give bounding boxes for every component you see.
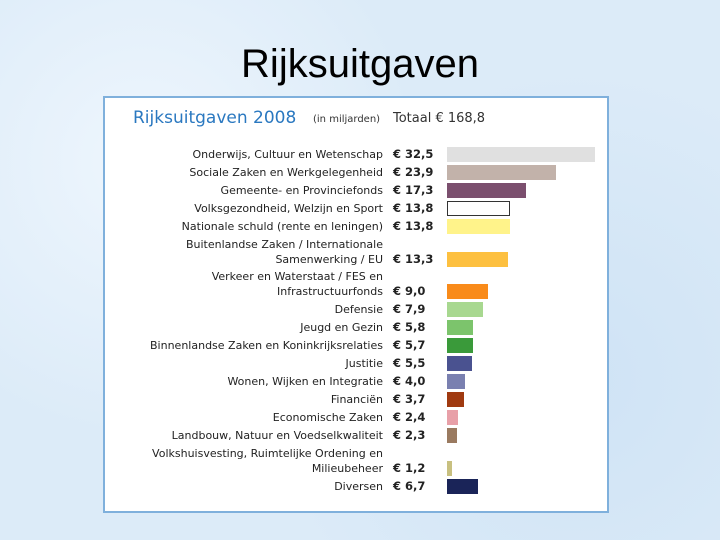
- bar: [447, 338, 473, 353]
- value-label: € 2,3: [393, 428, 426, 442]
- value-label: € 17,3: [393, 183, 434, 197]
- value-label: € 2,4: [393, 410, 426, 424]
- slide-title: Rijksuitgaven: [241, 42, 479, 86]
- value-label: € 13,8: [393, 201, 434, 215]
- bar: [447, 251, 508, 267]
- bar: [447, 478, 478, 494]
- category-label: Diversen: [334, 479, 383, 493]
- bar: [447, 320, 474, 335]
- category-label: Verkeer en Waterstaat / FES en Infrastru…: [211, 270, 383, 298]
- category-label: Nationale schuld (rente en leningen): [181, 220, 383, 233]
- value-label: € 7,9: [393, 302, 426, 316]
- category-label: Justitie: [345, 357, 383, 370]
- category-label: Sociale Zaken en Werkgelegenheid: [189, 166, 383, 179]
- bar: [447, 219, 510, 234]
- category-label: Economische Zaken: [272, 411, 383, 424]
- category-label: Jeugd en Gezin: [300, 321, 383, 334]
- bar: [447, 284, 488, 299]
- category-label: Financiën: [330, 393, 383, 406]
- category-label: Buitenlandse Zaken / Internationale Same…: [185, 237, 383, 266]
- bar: [447, 410, 458, 425]
- value-label: € 6,7: [393, 478, 426, 493]
- bar: [447, 356, 473, 371]
- category-label: Onderwijs, Cultuur en Wetenschap: [192, 148, 383, 161]
- bar: [447, 183, 526, 198]
- value-label: € 3,7: [393, 392, 426, 406]
- chart: Rijksuitgaven 2008 (in miljarden) Totaal…: [103, 96, 609, 513]
- bar: [447, 460, 453, 476]
- value-label: € 5,7: [393, 338, 426, 352]
- value-label: € 5,8: [393, 320, 426, 334]
- chart-subtitle: (in miljarden): [313, 114, 381, 125]
- value-label: € 4,0: [393, 374, 426, 388]
- value-label: € 9,0: [393, 284, 426, 298]
- bar: [447, 374, 466, 389]
- category-label: Volkshuisvesting, Ruimtelijke Ordening e…: [152, 446, 383, 475]
- bar: [447, 201, 510, 216]
- chart-title: Rijksuitgaven 2008: [133, 108, 297, 128]
- chart-total: Totaal € 168,8: [393, 111, 486, 126]
- value-label: € 13,8: [393, 219, 434, 233]
- category-label: Wonen, Wijken en Integratie: [227, 375, 383, 388]
- bar: [447, 165, 556, 180]
- value-label: € 13,3: [393, 251, 434, 266]
- category-label: Volksgezondheid, Welzijn en Sport: [194, 202, 383, 215]
- bar: [447, 302, 483, 317]
- category-label: Gemeente- en Provinciefonds: [220, 184, 383, 197]
- category-label: Binnenlandse Zaken en Koninkrijksrelatie…: [150, 339, 383, 352]
- value-label: € 5,5: [393, 356, 426, 370]
- value-label: € 32,5: [393, 147, 434, 161]
- category-label: Defensie: [334, 303, 383, 316]
- category-label: Landbouw, Natuur en Voedselkwaliteit: [171, 429, 383, 442]
- bar: [447, 392, 464, 407]
- bar: [447, 147, 595, 162]
- value-label: € 23,9: [393, 165, 434, 179]
- value-label: € 1,2: [393, 460, 426, 475]
- bar: [447, 428, 458, 443]
